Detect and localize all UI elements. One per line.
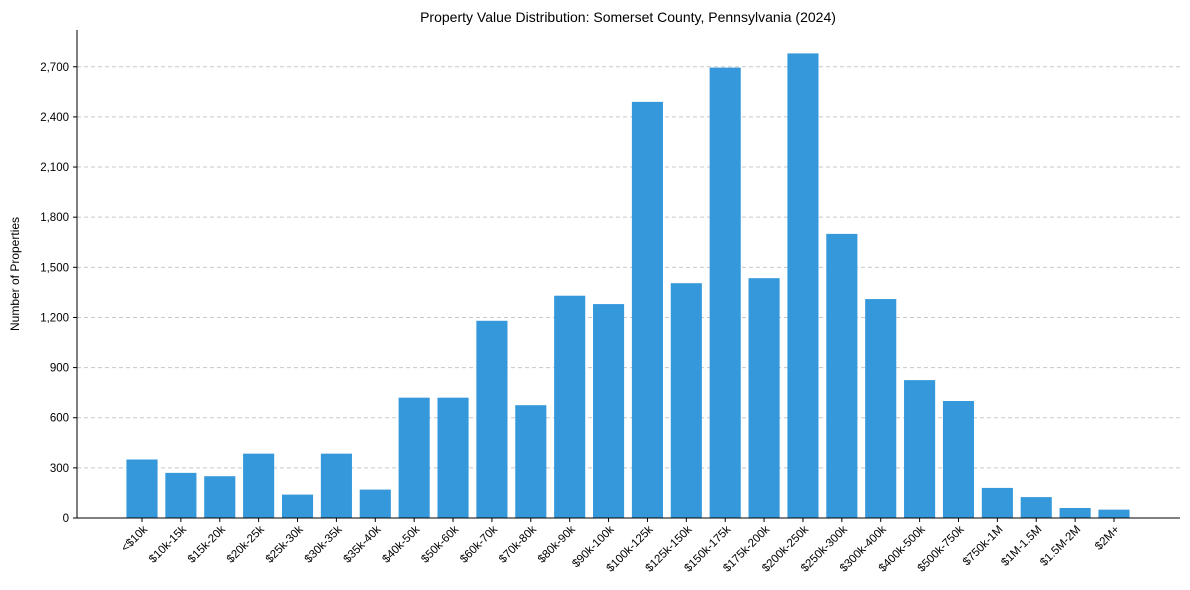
bar bbox=[865, 299, 897, 518]
y-tick-label: 1,500 bbox=[40, 262, 69, 274]
y-tick-label: 900 bbox=[50, 363, 69, 375]
x-tick-label: $30k-35k bbox=[303, 523, 345, 565]
bar bbox=[1059, 507, 1091, 518]
x-tick-label: $60k-70k bbox=[458, 523, 500, 565]
y-tick-label: 2,100 bbox=[40, 162, 69, 174]
y-tick-label: 300 bbox=[50, 463, 69, 475]
bar bbox=[476, 320, 508, 518]
y-axis-label: Number of Properties bbox=[8, 217, 22, 331]
x-tick-label: $2M+ bbox=[1093, 523, 1122, 552]
bar bbox=[942, 401, 975, 518]
x-tick-label: $25k-30k bbox=[264, 523, 306, 565]
x-tick-label: $50k-60k bbox=[419, 523, 461, 565]
x-tick-label: $10k-15k bbox=[147, 523, 189, 565]
bar bbox=[515, 405, 547, 518]
x-tick-label: $35k-40k bbox=[341, 523, 383, 565]
bar bbox=[787, 53, 819, 519]
y-tick-label: 1,200 bbox=[40, 312, 69, 324]
bar bbox=[709, 67, 741, 519]
y-tick-label: 600 bbox=[50, 413, 69, 425]
bar bbox=[1098, 509, 1130, 518]
bar bbox=[204, 476, 236, 518]
y-tick-label: 2,400 bbox=[40, 112, 69, 124]
bar bbox=[748, 278, 780, 518]
x-tick-label: $1.5M-2M bbox=[1038, 524, 1083, 569]
bar bbox=[1020, 497, 1052, 518]
x-tick-label: $40k-50k bbox=[380, 523, 422, 565]
x-tick-label: $70k-80k bbox=[497, 523, 539, 565]
bar bbox=[670, 283, 702, 518]
bar bbox=[981, 487, 1013, 518]
x-tick-label: $750k-1M bbox=[961, 524, 1006, 569]
bar bbox=[243, 453, 275, 518]
y-tick-label: 2,700 bbox=[40, 62, 69, 74]
x-tick-label: $15k-20k bbox=[186, 523, 228, 565]
bar bbox=[359, 489, 391, 518]
bar bbox=[904, 380, 936, 518]
x-tick-label: $20k-25k bbox=[225, 523, 267, 565]
bar bbox=[554, 295, 586, 518]
bar bbox=[437, 397, 469, 518]
bar bbox=[320, 453, 352, 518]
x-tick-label: <$10k bbox=[119, 523, 150, 554]
x-tick-label: $1M-1.5M bbox=[999, 524, 1044, 569]
bar bbox=[398, 397, 430, 518]
bar bbox=[281, 494, 314, 518]
y-tick-label: 1,800 bbox=[40, 212, 69, 224]
bar bbox=[593, 304, 625, 518]
bar bbox=[631, 101, 663, 519]
bar bbox=[165, 472, 197, 518]
chart-title: Property Value Distribution: Somerset Co… bbox=[420, 9, 836, 25]
bar bbox=[126, 459, 158, 518]
bar bbox=[826, 233, 858, 518]
y-tick-label: 0 bbox=[63, 513, 69, 525]
